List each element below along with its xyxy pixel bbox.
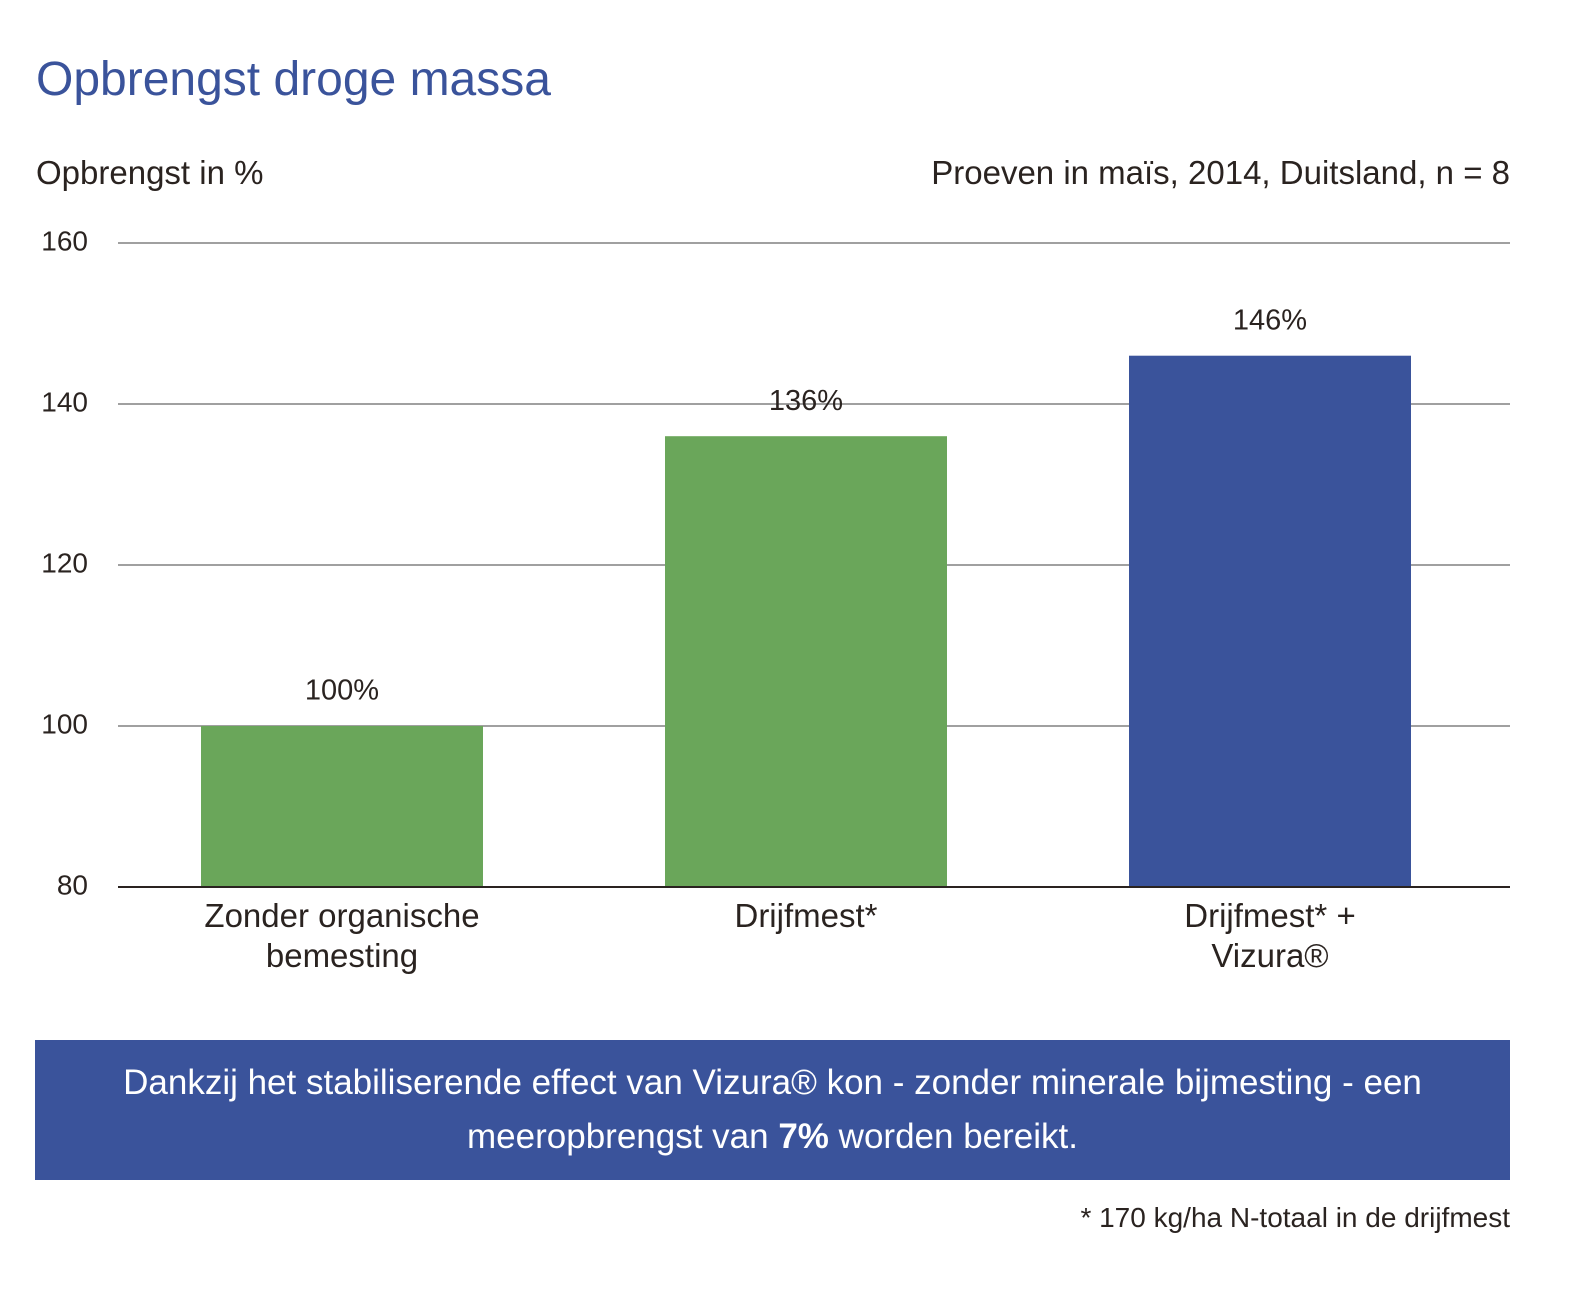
y-tick-label: 140: [41, 386, 88, 417]
y-tick-label: 80: [57, 869, 88, 900]
bar: [1129, 355, 1411, 887]
callout-highlight: 7%: [778, 1117, 829, 1156]
x-tick-label: Zonder organische bemesting: [204, 897, 480, 974]
footnote: * 170 kg/ha N-totaal in de drijfmest: [1080, 1202, 1510, 1233]
data-label: 136%: [769, 385, 843, 417]
callout: Dankzij het stabiliserende effect van Vi…: [35, 1040, 1510, 1180]
data-label: 146%: [1233, 304, 1307, 336]
annotation: Proeven in maïs, 2014, Duitsland, n = 8: [931, 154, 1510, 191]
y-tick-label: 160: [41, 225, 88, 256]
y-tick-label: 100: [41, 708, 88, 739]
x-tick-label: Drijfmest*: [734, 897, 878, 934]
bar: [665, 436, 947, 887]
chart-title: Opbrengst droge massa: [36, 53, 551, 106]
callout-text: Dankzij het stabiliserende effect van Vi…: [123, 1063, 1422, 1156]
data-label: 100%: [305, 675, 379, 707]
callout-text: worden bereikt.: [838, 1117, 1078, 1156]
x-tick-label: Drijfmest* + Vizura®: [1184, 897, 1356, 974]
y-tick-label: 120: [41, 547, 88, 578]
bar: [201, 726, 483, 887]
y-axis-label: Opbrengst in %: [36, 154, 264, 191]
